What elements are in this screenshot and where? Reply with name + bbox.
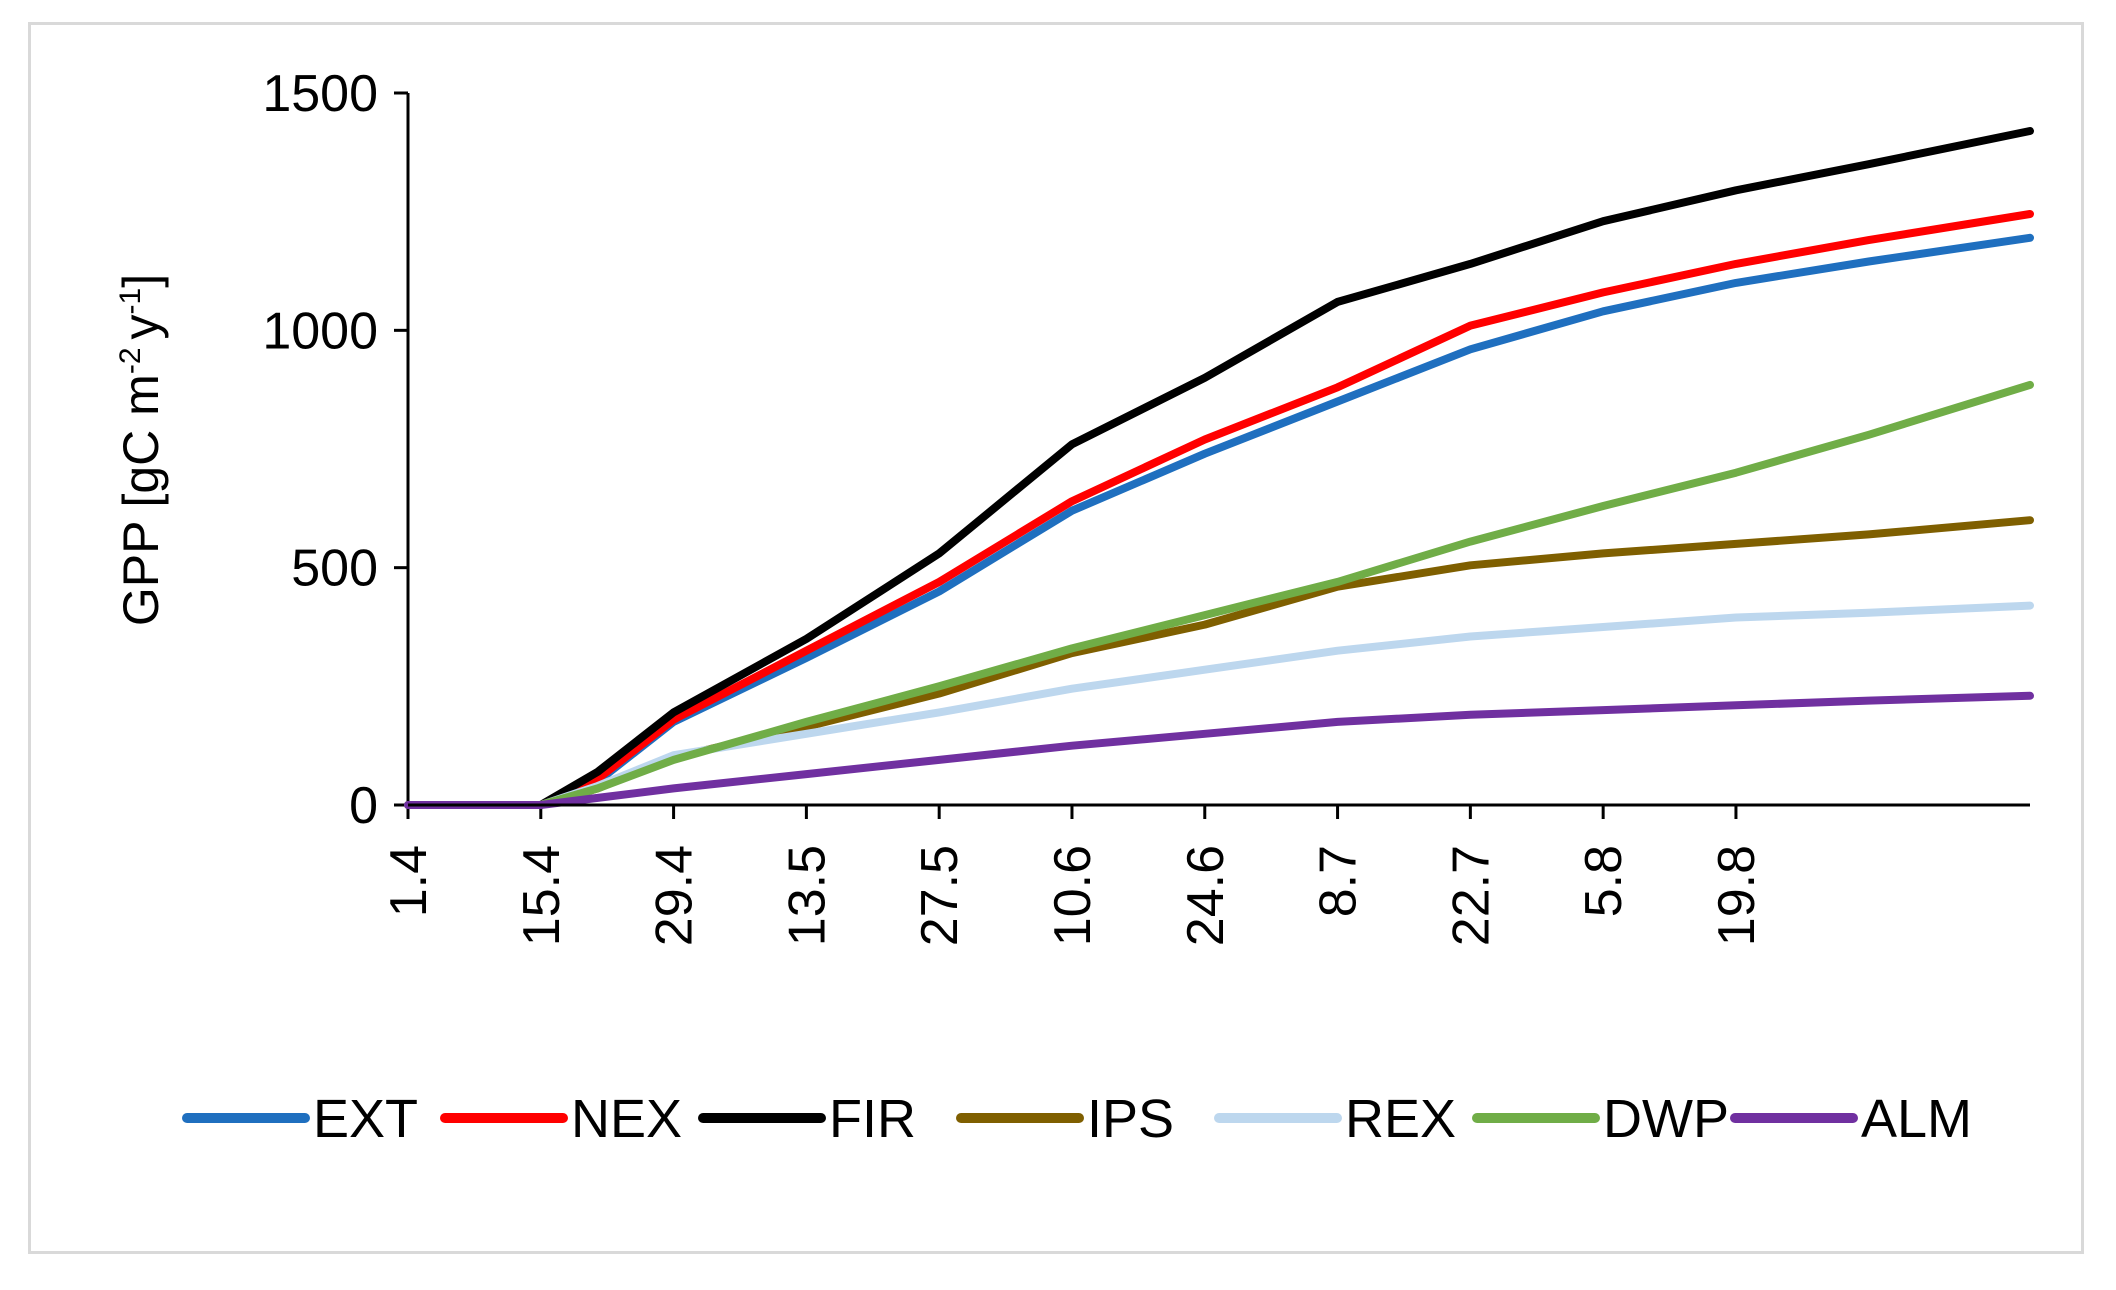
legend-item-rex: REX	[1214, 1089, 1456, 1149]
x-tick-label: 13.5	[778, 845, 836, 946]
series-line-dwp	[404, 380, 2034, 809]
y-axis-label-end: ]	[113, 274, 169, 288]
x-tick-label: 1.4	[380, 845, 438, 917]
x-tick-label: 15.4	[513, 845, 571, 946]
chart-frame	[28, 22, 2084, 1254]
legend-label: IPS	[1087, 1089, 1174, 1149]
x-tick-label: 19.8	[1708, 845, 1766, 946]
legend-label: EXT	[313, 1089, 418, 1149]
legend-item-ext: EXT	[182, 1089, 418, 1149]
x-tick-label: 22.7	[1442, 845, 1500, 946]
legend-label: ALM	[1861, 1089, 1972, 1149]
y-tick-label: 1000	[262, 302, 378, 360]
x-tick-label: 29.4	[646, 845, 704, 946]
legend-label: DWP	[1603, 1089, 1729, 1149]
legend: EXT NEX FIR IPS REX DWP ALM	[182, 1089, 1972, 1149]
x-tick-label: 5.8	[1575, 845, 1633, 917]
y-axis-label: GPP [gC m-2 y-1]	[113, 274, 169, 626]
series-line-fir	[404, 127, 2034, 809]
series-line-nex	[404, 210, 2034, 809]
y-tick-label: 1500	[262, 65, 378, 123]
series-lines	[404, 127, 2034, 809]
x-tick-label: 24.6	[1177, 845, 1235, 946]
legend-item-alm: ALM	[1730, 1089, 1972, 1149]
y-axis-ticks: 0 500 1000 1500	[262, 65, 408, 835]
legend-item-ips: IPS	[956, 1089, 1174, 1149]
legend-label: REX	[1345, 1089, 1456, 1149]
y-axis-label-sup2: -1	[114, 288, 147, 315]
x-tick-label: 8.7	[1310, 845, 1368, 917]
legend-label: FIR	[829, 1089, 916, 1149]
y-axis-label-sup1: -2	[114, 347, 147, 374]
series-line-alm	[404, 691, 2034, 809]
y-axis-label-mid: y	[113, 314, 169, 339]
legend-label: NEX	[571, 1089, 682, 1149]
x-axis-ticks: 1.4 15.4 29.4 13.5 27.5 10.6 24.6 8.7 22.7 5.8 19.…	[380, 805, 1766, 946]
x-tick-label: 10.6	[1044, 845, 1102, 946]
x-tick-label: 27.5	[911, 845, 969, 946]
y-tick-label: 0	[349, 777, 378, 835]
legend-item-nex: NEX	[440, 1089, 682, 1149]
legend-item-dwp: DWP	[1472, 1089, 1729, 1149]
series-line-ext	[404, 233, 2034, 809]
legend-item-fir: FIR	[698, 1089, 916, 1149]
y-axis-label-base: GPP [gC m	[113, 374, 169, 626]
y-tick-label: 500	[291, 540, 378, 598]
